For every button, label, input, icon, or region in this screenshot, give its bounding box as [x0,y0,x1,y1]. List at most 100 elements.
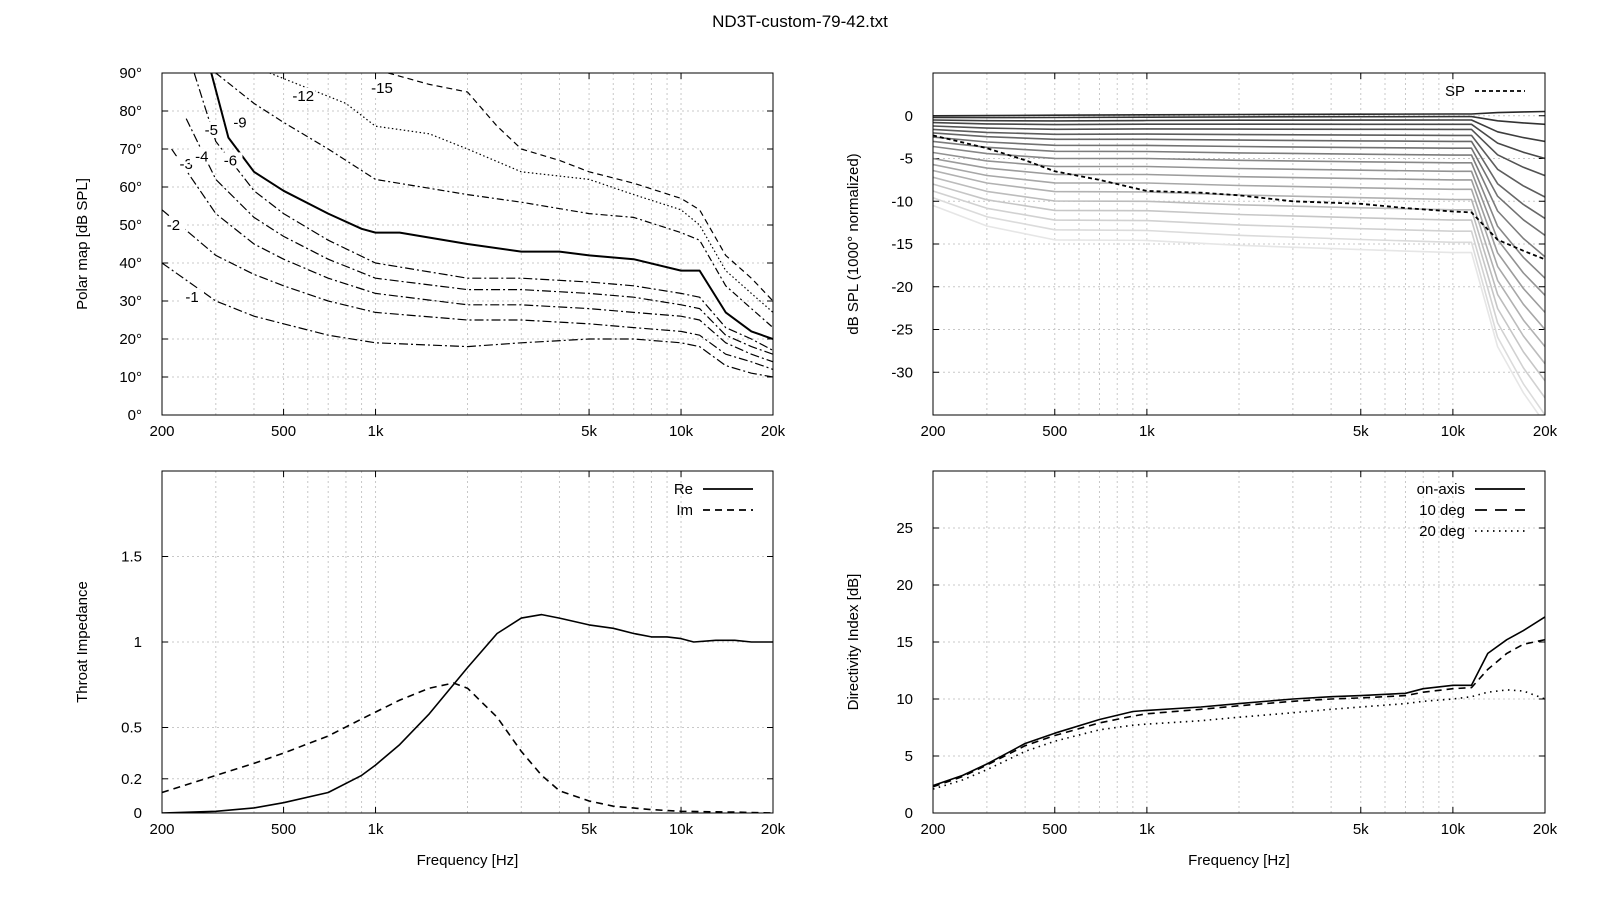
x-tick-label: 10k [1441,821,1466,838]
y-tick-label: 0.5 [121,720,142,737]
spl-angle-line [933,136,1545,237]
plot-area-spl [933,110,1545,415]
x-tick-label: 1k [368,423,384,440]
x-tick-label: 500 [271,423,296,440]
x-tick-label: 20k [1533,821,1558,838]
y-tick-label: -30 [891,364,913,381]
y-tick-label: 1.5 [121,549,142,566]
y-tick-label: 80° [119,103,142,120]
series-line-im [162,682,773,813]
panel-impedance: 200 500 1k 5k 10k 20k 0 0.2 0.5 1 1.5 Throat Impeda… [74,470,786,869]
contour-label: -6 [224,152,237,169]
spl-angle-line [933,110,1545,117]
x-tick-label: 20k [761,423,786,440]
grid-di [932,471,1546,814]
panel-spl: 200 500 1k 5k 10k 20k 0 -5 -10 -15 -20 -25 -30 dB SPL… [845,72,1558,440]
x-tick-label: 10k [1441,423,1466,440]
legend-di: on-axis 10 deg 20 deg [1417,481,1525,540]
spl-angle-line [933,169,1545,348]
legend-label: SP [1445,83,1465,100]
contour-line [215,73,773,329]
spl-angle-line [933,163,1545,331]
spl-angle-line [933,157,1545,313]
y-tick-label: 20 [896,577,913,594]
series-line-re [162,613,773,813]
y-tick-label: 20° [119,331,142,348]
x-tick-label: 20k [1533,423,1558,440]
contour-label-bg [218,152,243,169]
y-tick-label: -15 [891,236,913,253]
x-tick-label: 1k [1139,423,1155,440]
x-tick-label: 10k [669,821,694,838]
plot-frame-spl [932,72,1546,416]
x-tick-label: 1k [1139,821,1155,838]
series-line-10-deg [933,638,1545,788]
y-tick-label: 30° [119,293,142,310]
contour-label: -15 [371,80,393,97]
y-tick-label: 25 [896,520,913,537]
y-tick-label: 0 [905,108,913,125]
y-axis-label: Polar map [dB SPL] [74,178,91,310]
x-tick-label: 5k [581,821,597,838]
spl-angle-line [933,197,1545,415]
y-tick-label: -20 [891,279,913,296]
spl-angle-line [933,115,1545,126]
figure-title: ND3T-custom-79-42.txt [712,12,888,31]
contour-line [193,73,773,351]
contour-label: -9 [233,114,246,131]
y-axis-label: dB SPL (1000° normalized) [845,153,862,334]
plot-area-polar [162,73,773,378]
chart-panels: 200 500 1k 5k 10k 20k0°10°20°30°40°50°60°70°8… [74,65,1558,869]
contour-label: -3 [180,156,193,173]
contour-line [269,73,773,313]
contour-label-bg [291,87,316,104]
x-tick-label: 500 [1042,821,1067,838]
x-tick-label: 5k [581,423,597,440]
x-tick-label: 200 [920,423,945,440]
y-tick-label: 60° [119,179,142,196]
plot-frame-di [932,470,1546,814]
spl-angle-line [933,121,1545,160]
y-tick-label: 0 [905,805,913,822]
contour-line [162,209,773,370]
x-tick-label: 500 [271,821,296,838]
y-tick-label: 5 [905,748,913,765]
series-line-20-deg [933,689,1545,790]
spl-angle-line [933,119,1545,143]
spl-angle-line [933,151,1545,296]
contour-line [162,262,773,378]
panel-di: 200 500 1k 5k 10k 20k 0 5 10 15 20 25 Directivity In… [845,470,1558,869]
legend-label: Im [676,502,693,519]
contour-label: -4 [195,149,208,166]
x-tick-label: 200 [920,821,945,838]
y-tick-label: 15 [896,634,913,651]
x-tick-label: 5k [1353,821,1369,838]
x-tick-label: 1k [368,821,384,838]
x-axis-label: Frequency [Hz] [417,852,519,869]
spl-angle-line [933,176,1545,365]
plot-area-di [933,616,1545,790]
x-tick-label: 200 [149,423,174,440]
contour-line [210,73,773,340]
y-tick-label: -25 [891,322,913,339]
y-tick-label: -10 [891,193,913,210]
x-tick-label: 5k [1353,423,1369,440]
x-tick-label: 200 [149,821,174,838]
y-tick-label: -5 [900,151,913,168]
legend-label: Re [674,481,693,498]
x-tick-label: 10k [669,423,694,440]
contour-label: -12 [292,88,314,105]
y-tick-label: 0 [134,805,142,822]
legend-label: 20 deg [1419,523,1465,540]
grid-impedance [161,471,774,814]
x-tick-label: 20k [761,821,786,838]
legend-spl: SP [1445,83,1525,100]
y-tick-label: 70° [119,141,142,158]
y-tick-label: 50° [119,217,142,234]
spl-angle-line [933,145,1545,279]
panel-polar: 200 500 1k 5k 10k 20k 0° 10° 20° 30° 40° 50° 60° 70° 8… [74,65,786,440]
y-tick-label: 1 [134,634,142,651]
y-tick-label: 90° [119,65,142,82]
contour-label-bg [370,80,395,97]
